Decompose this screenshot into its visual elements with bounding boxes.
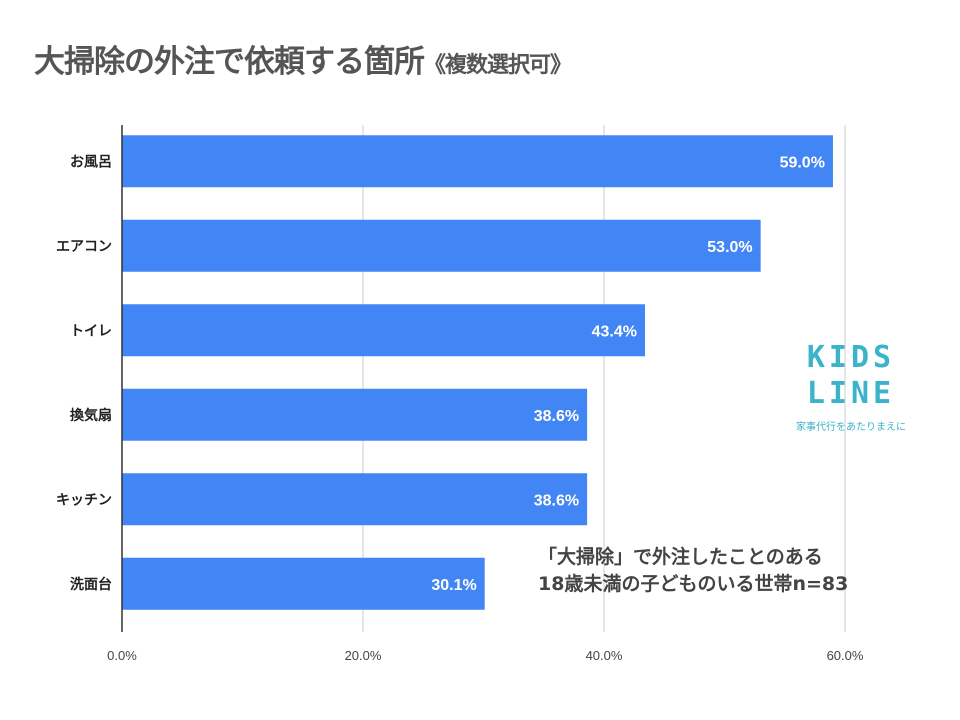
sample-annotation: 「大掃除」で外注したことのある 18歳未満の子どものいる世帯n=83: [538, 544, 848, 598]
chart-title: 大掃除の外注で依頼する箇所《複数選択可》: [34, 36, 572, 81]
logo-line1: KIDS: [806, 340, 896, 375]
category-label: 換気扇: [70, 407, 112, 424]
annotation-line-1: 「大掃除」で外注したことのある: [538, 546, 823, 568]
x-tick-label: 60.0%: [827, 648, 864, 663]
kidsline-logo: KIDS LINE 家事代行をあたりまえに: [786, 340, 916, 435]
data-label: 43.4%: [592, 323, 637, 340]
data-label: 38.6%: [534, 492, 579, 509]
x-tick-label: 40.0%: [586, 648, 623, 663]
category-label: エアコン: [56, 239, 112, 255]
title-main: 大掃除の外注で依頼する箇所: [34, 44, 425, 80]
category-label: 洗面台: [70, 576, 112, 593]
data-label: 59.0%: [780, 154, 825, 171]
category-label: キッチン: [56, 492, 112, 508]
title-suffix: 《複数選択可》: [424, 53, 572, 78]
data-label: 38.6%: [534, 408, 579, 425]
x-tick-label: 0.0%: [107, 648, 137, 663]
logo-tagline: 家事代行をあたりまえに: [796, 422, 906, 433]
bar: [122, 557, 485, 610]
logo-line2: LINE: [806, 376, 896, 411]
bar: [122, 135, 833, 188]
bar: [122, 219, 761, 272]
data-label: 53.0%: [707, 239, 752, 256]
annotation-line-2: 18歳未満の子どものいる世帯n=83: [538, 573, 849, 595]
bar: [122, 304, 645, 357]
data-label: 30.1%: [431, 577, 476, 594]
bar: [122, 473, 588, 526]
bar: [122, 388, 588, 441]
x-tick-label: 20.0%: [345, 648, 382, 663]
category-label: お風呂: [70, 154, 112, 170]
category-label: トイレ: [70, 323, 112, 339]
